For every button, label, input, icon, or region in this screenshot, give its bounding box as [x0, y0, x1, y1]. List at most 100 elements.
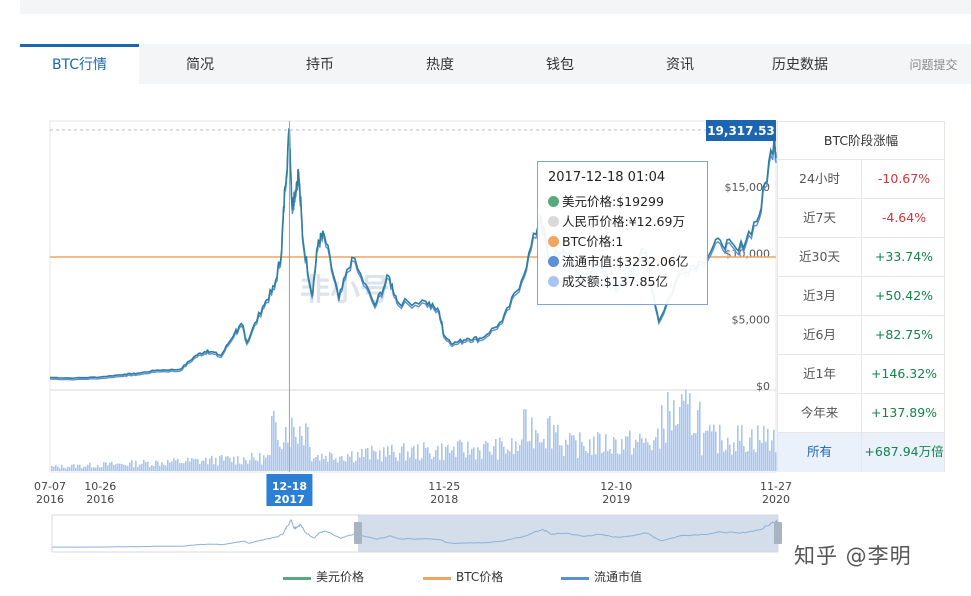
volume-bar — [573, 435, 575, 471]
volume-bar — [309, 446, 311, 471]
volume-bar — [413, 446, 415, 471]
volume-bar — [59, 468, 61, 471]
volume-bar — [661, 405, 663, 471]
legend-usd[interactable]: 美元价格 — [316, 570, 365, 584]
volume-bar — [129, 462, 131, 471]
volume-bar — [417, 444, 419, 471]
tab-wallet[interactable]: 钱包 — [546, 57, 574, 73]
tab-history[interactable]: 历史数据 — [772, 57, 828, 73]
volume-bar — [637, 442, 639, 471]
tab-popularity[interactable]: 热度 — [426, 57, 454, 73]
volume-bar — [719, 424, 721, 471]
volume-bar — [77, 464, 79, 471]
volume-bar — [61, 464, 63, 471]
volume-bar — [641, 438, 643, 471]
volume-bar — [591, 454, 593, 471]
volume-bar — [449, 453, 451, 471]
volume-bar — [103, 462, 105, 471]
volume-bar — [85, 466, 87, 471]
volume-dot-icon — [548, 276, 559, 287]
volume-bar — [201, 460, 203, 471]
volume-bar — [631, 454, 633, 471]
volume-bar — [435, 450, 437, 471]
volume-bar — [667, 392, 669, 471]
navigator-right-handle[interactable] — [774, 522, 782, 544]
tab-news[interactable]: 资讯 — [666, 57, 694, 73]
volume-bar — [451, 450, 453, 471]
period-row-3m[interactable]: 近3月 +50.42% — [778, 277, 944, 316]
volume-bar — [367, 447, 369, 471]
volume-bar — [153, 466, 155, 471]
volume-bar — [163, 464, 165, 471]
volume-bar — [553, 425, 555, 471]
volume-bar — [727, 437, 729, 471]
volume-bar — [447, 444, 449, 471]
volume-bar — [333, 459, 335, 471]
volume-bar — [409, 457, 411, 471]
volume-bar — [353, 462, 355, 471]
x-tick-highlight — [266, 474, 313, 506]
volume-bar — [327, 461, 329, 471]
volume-bar — [285, 426, 287, 471]
volume-bar — [753, 449, 755, 471]
volume-bar — [597, 432, 599, 471]
legend-mcap[interactable]: 流通市值 — [594, 570, 643, 584]
volume-bar — [735, 451, 737, 471]
volume-bar — [115, 464, 117, 471]
period-row-30d[interactable]: 近30天 +33.74% — [778, 238, 944, 277]
tab-feedback[interactable]: 问题提交 — [909, 58, 958, 72]
volume-bar — [717, 453, 719, 471]
volume-bar — [215, 457, 217, 471]
range-navigator[interactable] — [51, 514, 782, 553]
cny-dot-icon — [548, 216, 559, 227]
volume-bar — [213, 464, 215, 471]
tab-holdings[interactable]: 持币 — [306, 57, 334, 73]
period-row-all[interactable]: 所有 +687.94万倍 — [778, 433, 944, 472]
volume-bar — [297, 443, 299, 471]
volume-bar — [709, 424, 711, 471]
price-badge: 19,317.53 — [706, 120, 776, 141]
volume-bar — [601, 453, 603, 471]
volume-bar — [483, 443, 485, 471]
y-tick-label: $5,000 — [732, 314, 771, 327]
volume-bar — [217, 465, 219, 471]
volume-bar — [561, 445, 563, 471]
volume-bar — [693, 433, 695, 471]
volume-bar — [51, 466, 53, 471]
volume-bar — [725, 449, 727, 471]
volume-bar — [521, 439, 523, 471]
volume-bar — [109, 462, 111, 471]
volume-bar — [455, 456, 457, 471]
navigator-left-handle[interactable] — [354, 522, 362, 544]
volume-bar — [229, 457, 231, 471]
volume-bar — [611, 453, 613, 471]
volume-bar — [397, 460, 399, 471]
volume-bar — [137, 466, 139, 471]
period-row-6m[interactable]: 近6月 +82.75% — [778, 316, 944, 355]
legend-btc[interactable]: BTC价格 — [456, 570, 504, 584]
volume-bar — [739, 440, 741, 471]
volume-bar — [377, 459, 379, 471]
volume-bar — [183, 463, 185, 471]
volume-bar — [83, 466, 85, 471]
tab-btc-market[interactable]: BTC行情 — [20, 44, 139, 84]
volume-bar — [431, 459, 433, 471]
period-row-ytd[interactable]: 今年来 +137.89% — [778, 394, 944, 433]
period-row-7d[interactable]: 近7天 -4.64% — [778, 199, 944, 238]
period-row-1y[interactable]: 近1年 +146.32% — [778, 355, 944, 394]
volume-bar — [233, 456, 235, 471]
volume-bar — [629, 430, 631, 471]
volume-bar — [543, 438, 545, 471]
tab-overview[interactable]: 简况 — [186, 57, 214, 73]
volume-bar — [79, 464, 81, 471]
period-row-24h[interactable]: 24小时 -10.67% — [778, 160, 944, 199]
volume-bar — [729, 444, 731, 471]
volume-bar — [549, 415, 551, 471]
volume-bar — [403, 443, 405, 471]
volume-bar — [381, 461, 383, 471]
volume-bar — [519, 445, 521, 471]
volume-bar — [199, 464, 201, 471]
